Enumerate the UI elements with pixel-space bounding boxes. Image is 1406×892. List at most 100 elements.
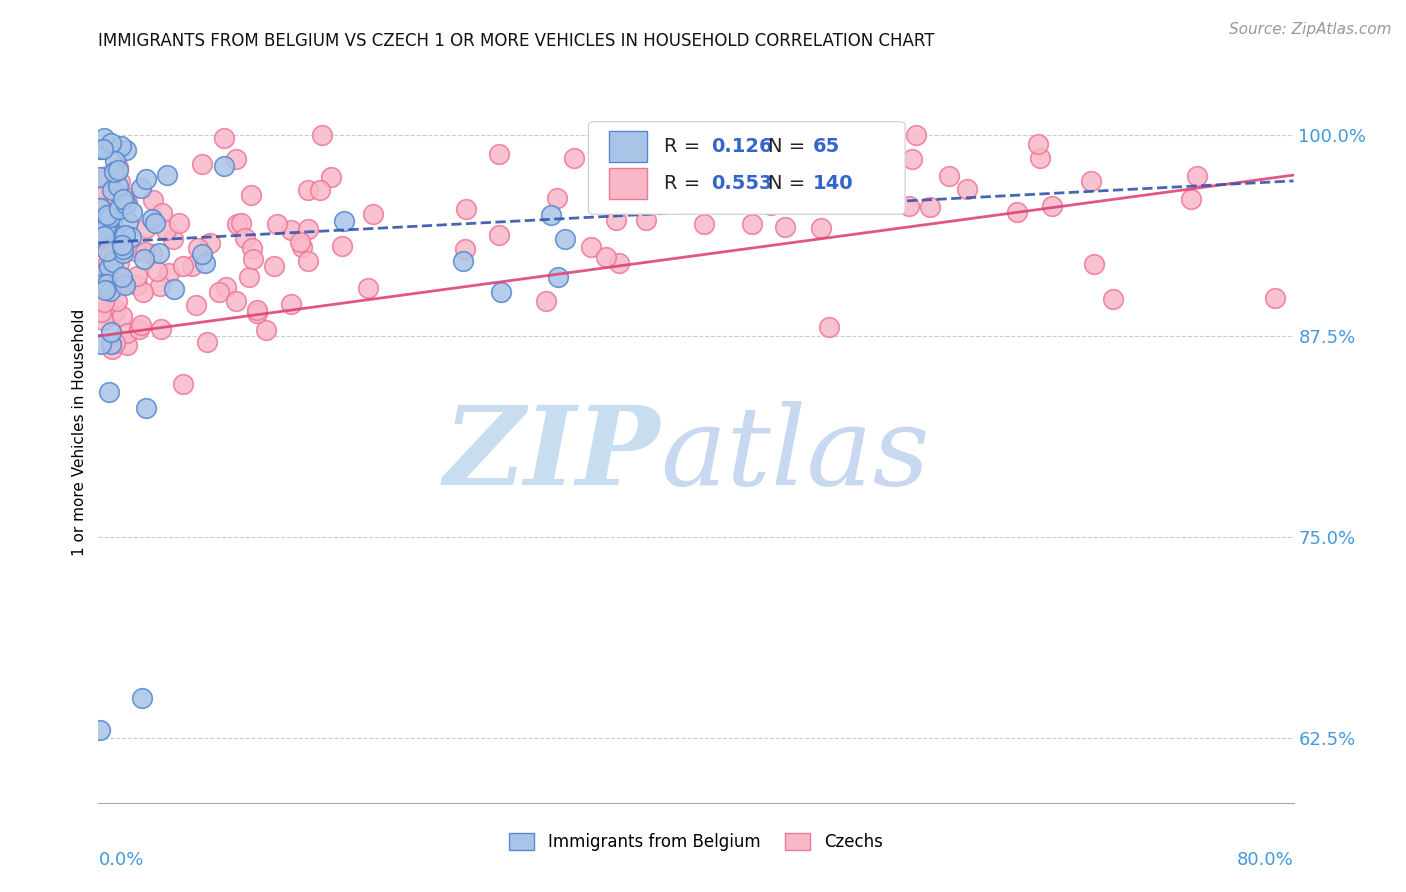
Point xyxy=(810,221,832,235)
Point xyxy=(149,278,172,293)
Point xyxy=(89,226,111,240)
Point xyxy=(157,266,180,280)
Point xyxy=(1026,137,1049,152)
Point xyxy=(91,272,114,286)
Point xyxy=(98,240,121,254)
Point xyxy=(89,269,111,284)
Point xyxy=(191,157,214,171)
Point xyxy=(956,182,979,196)
Point xyxy=(155,223,177,237)
Point xyxy=(195,334,218,349)
Point xyxy=(112,245,135,260)
Point xyxy=(700,128,723,142)
Point xyxy=(762,179,785,194)
Point xyxy=(91,143,114,157)
Point xyxy=(128,322,150,336)
Point xyxy=(98,210,121,224)
Point xyxy=(110,240,132,254)
Point xyxy=(124,244,146,258)
Point xyxy=(91,268,114,282)
Point xyxy=(131,318,153,333)
Point xyxy=(146,264,169,278)
Point xyxy=(93,229,115,244)
Point xyxy=(488,146,510,161)
Point xyxy=(100,183,122,197)
Point xyxy=(280,223,302,237)
Point xyxy=(101,308,124,322)
Bar xyxy=(609,130,647,161)
Point xyxy=(141,211,163,226)
Point xyxy=(111,238,134,252)
Point xyxy=(104,280,127,294)
Point xyxy=(93,131,115,145)
Point xyxy=(547,269,569,284)
Point xyxy=(114,143,136,157)
Point xyxy=(796,128,818,142)
Point xyxy=(135,172,157,186)
Point xyxy=(799,195,821,210)
Point xyxy=(1185,169,1208,183)
Point xyxy=(100,136,122,150)
Point xyxy=(111,243,134,257)
Point xyxy=(132,285,155,300)
Point xyxy=(143,216,166,230)
Point xyxy=(290,235,312,249)
Point xyxy=(89,723,111,738)
Point xyxy=(534,294,557,309)
Point xyxy=(187,241,209,255)
Y-axis label: 1 or more Vehicles in Household: 1 or more Vehicles in Household xyxy=(72,309,87,557)
Bar xyxy=(609,168,647,199)
Point xyxy=(231,216,253,230)
Text: IMMIGRANTS FROM BELGIUM VS CZECH 1 OR MORE VEHICLES IN HOUSEHOLD CORRELATION CHA: IMMIGRANTS FROM BELGIUM VS CZECH 1 OR MO… xyxy=(98,32,935,50)
Point xyxy=(793,166,815,180)
Point xyxy=(311,128,333,142)
Point xyxy=(115,196,138,211)
Point xyxy=(89,183,111,197)
Point xyxy=(90,229,112,244)
Point xyxy=(605,213,627,227)
Point xyxy=(94,265,117,279)
Point xyxy=(93,187,115,202)
Point xyxy=(107,179,129,194)
Point xyxy=(101,309,124,323)
Point xyxy=(96,277,118,291)
Point xyxy=(89,271,111,285)
FancyBboxPatch shape xyxy=(589,121,905,214)
Point xyxy=(121,204,143,219)
Point xyxy=(741,217,763,231)
Point xyxy=(89,169,111,184)
Point xyxy=(98,246,121,260)
Point xyxy=(225,152,247,166)
Point xyxy=(1040,199,1063,213)
Text: R =: R = xyxy=(664,136,706,155)
Point xyxy=(240,187,263,202)
Point xyxy=(634,213,657,227)
Point xyxy=(554,232,576,246)
Point xyxy=(103,246,125,260)
Point xyxy=(110,139,132,153)
Point xyxy=(90,337,112,351)
Text: 80.0%: 80.0% xyxy=(1237,851,1294,869)
Point xyxy=(162,232,184,246)
Point xyxy=(214,280,236,294)
Text: R =: R = xyxy=(664,174,706,193)
Point xyxy=(242,252,264,266)
Point xyxy=(897,199,920,213)
Point xyxy=(280,296,302,310)
Point xyxy=(107,163,129,178)
Point xyxy=(100,325,122,339)
Point xyxy=(817,134,839,148)
Point xyxy=(309,182,332,196)
Point xyxy=(111,189,134,203)
Point xyxy=(692,218,714,232)
Point xyxy=(456,202,478,216)
Point xyxy=(115,326,138,340)
Point xyxy=(105,293,128,308)
Point xyxy=(104,153,127,168)
Point xyxy=(1180,193,1202,207)
Point xyxy=(90,305,112,319)
Point xyxy=(100,246,122,260)
Point xyxy=(89,201,111,215)
Point xyxy=(141,247,163,261)
Point xyxy=(607,256,630,270)
